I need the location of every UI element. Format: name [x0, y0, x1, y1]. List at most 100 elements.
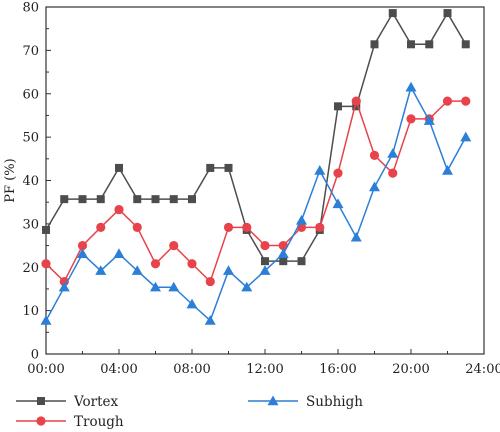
- subhigh-point: [296, 214, 307, 225]
- y-tick-label: 80: [22, 1, 39, 16]
- y-tick-label: 10: [22, 304, 39, 319]
- trough-point: [242, 222, 252, 232]
- vortex-point: [115, 163, 123, 172]
- subhigh-point: [259, 265, 271, 275]
- legend-item-subhigh: Subhigh: [248, 394, 363, 410]
- subhigh-point: [314, 165, 326, 175]
- x-tick-label: 16:00: [319, 362, 356, 377]
- legend-label-vortex: Vortex: [73, 394, 119, 410]
- y-axis-title: PF (%): [3, 158, 18, 202]
- trough-point: [388, 168, 398, 178]
- vortex-point: [60, 195, 69, 204]
- trough-point: [333, 168, 343, 178]
- x-tick-label: 12:00: [246, 362, 283, 377]
- vortex-point: [388, 9, 397, 18]
- series-layer: [40, 9, 472, 325]
- vortex-point: [334, 102, 342, 111]
- subhigh-point: [387, 148, 399, 158]
- y-tick-label: 70: [22, 44, 39, 59]
- trough-point: [150, 259, 161, 269]
- legend-swatch-marker: [36, 416, 46, 426]
- vortex-line: [45, 11, 467, 262]
- vortex-point: [188, 195, 196, 204]
- legend-item-trough: Trough: [16, 414, 124, 430]
- vortex-point: [425, 40, 434, 49]
- vortex-point: [78, 195, 87, 204]
- vortex-point: [42, 225, 50, 234]
- legend-swatch-marker: [267, 395, 279, 406]
- vortex-point: [133, 195, 142, 204]
- trough-point: [114, 204, 124, 215]
- trough-point: [406, 114, 416, 124]
- subhigh-point: [423, 115, 435, 125]
- trough-point: [205, 276, 215, 287]
- vortex-point: [279, 257, 288, 266]
- subhigh-point: [277, 248, 289, 259]
- vortex-point: [169, 195, 178, 204]
- legend: Vortex Trough Subhigh: [16, 394, 363, 430]
- trough-point: [187, 259, 197, 269]
- series-subhigh: [40, 81, 472, 325]
- trough-point: [442, 96, 453, 106]
- trough-point: [369, 150, 380, 160]
- subhigh-point: [460, 131, 472, 142]
- trough-point: [77, 240, 88, 251]
- legend-label-trough: Trough: [74, 414, 124, 430]
- vortex-point: [206, 163, 215, 172]
- axes: 0 10 20 30 40 50 60 70 80 00:00 04:00 08:00 12:00 16:…: [22, 1, 500, 378]
- subhigh-line: [45, 85, 467, 322]
- trough-point: [315, 222, 325, 232]
- subhigh-point: [168, 281, 180, 292]
- vortex-point: [224, 163, 233, 172]
- x-tick-label: 24:00: [465, 362, 500, 377]
- x-tick-label: 00:00: [27, 362, 64, 377]
- trough-line: [45, 98, 466, 283]
- vortex-point: [407, 40, 415, 49]
- y-tick-label: 60: [22, 87, 39, 102]
- legend-item-vortex: Vortex: [16, 394, 119, 410]
- subhigh-point: [241, 281, 253, 292]
- subhigh-point: [95, 265, 107, 275]
- subhigh-point: [350, 231, 362, 242]
- subhigh-point: [77, 248, 88, 259]
- subhigh-point: [131, 265, 143, 275]
- y-tick-label: 20: [22, 261, 39, 276]
- trough-point: [260, 240, 270, 251]
- trough-point: [41, 259, 51, 269]
- subhigh-point: [442, 165, 453, 175]
- legend-label-subhigh: Subhigh: [306, 394, 363, 410]
- subhigh-point: [113, 248, 125, 259]
- y-tick-label: 40: [22, 174, 39, 189]
- x-tick-label: 08:00: [173, 362, 210, 377]
- subhigh-point: [186, 298, 198, 309]
- trough-point: [278, 240, 288, 251]
- x-tick-label: 04:00: [100, 362, 137, 377]
- subhigh-point: [204, 315, 216, 325]
- subhigh-point: [58, 281, 70, 292]
- vortex-point: [370, 40, 379, 49]
- trough-point: [461, 96, 471, 106]
- vortex-point: [297, 257, 306, 266]
- series-vortex: [42, 9, 470, 266]
- subhigh-point: [405, 81, 417, 92]
- trough-point: [96, 222, 106, 232]
- x-tick-label: 20:00: [392, 362, 429, 377]
- trough-point: [223, 222, 234, 232]
- trough-point: [169, 240, 179, 251]
- y-tick-label: 50: [22, 131, 39, 146]
- trough-point: [351, 96, 361, 106]
- subhigh-point: [223, 265, 234, 275]
- subhigh-point: [150, 281, 161, 292]
- vortex-point: [352, 102, 361, 111]
- vortex-point: [96, 195, 105, 204]
- subhigh-point: [332, 198, 344, 209]
- subhigh-point: [40, 315, 52, 325]
- subhigh-point: [369, 181, 380, 192]
- trough-point: [132, 222, 142, 232]
- y-tick-label: 30: [22, 217, 39, 232]
- y-tick-label: 0: [31, 348, 39, 363]
- vortex-point: [461, 40, 470, 49]
- legend-swatch-marker: [37, 397, 45, 405]
- vortex-point: [151, 195, 160, 204]
